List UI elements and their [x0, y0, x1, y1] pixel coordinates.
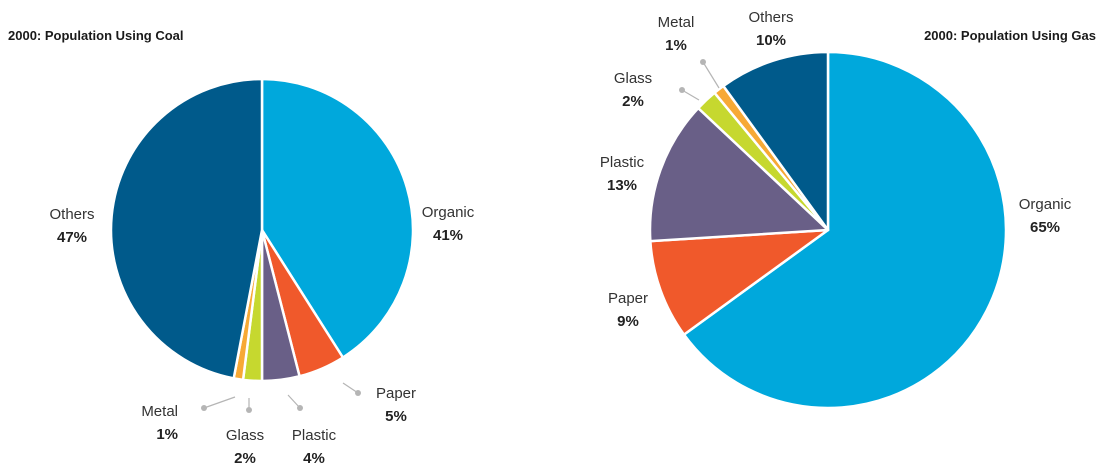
gas-label-glass: Glass	[614, 70, 652, 87]
coal-value-glass: 2%	[234, 450, 256, 467]
coal-value-metal: 1%	[156, 426, 178, 443]
gas-label-plastic: Plastic	[600, 154, 645, 171]
coal-label-glass: Glass	[226, 427, 264, 444]
gas-label-organic: Organic	[1019, 196, 1072, 213]
gas-chart-title: 2000: Population Using Gas	[924, 28, 1096, 43]
coal-leader-dot-paper	[355, 390, 361, 396]
gas-label-others: Others	[748, 9, 793, 26]
gas-slice-organic	[682, 50, 1008, 410]
coal-leader-dot-metal	[201, 405, 207, 411]
coal-leader-line-paper	[342, 382, 359, 394]
gas-leader-dot-glass	[679, 87, 685, 93]
gas-leader-line-glass	[681, 89, 700, 101]
gas-value-organic: 65%	[1030, 219, 1060, 236]
coal-label-plastic: Plastic	[292, 427, 337, 444]
coal-value-paper: 5%	[385, 408, 407, 425]
gas-leader-dot-metal	[700, 59, 706, 65]
gas-slice-others	[722, 50, 830, 232]
coal-value-organic: 41%	[433, 227, 463, 244]
gas-value-plastic: 13%	[607, 177, 637, 194]
coal-label-paper: Paper	[376, 385, 416, 402]
coal-label-organic: Organic	[422, 204, 475, 221]
coal-value-plastic: 4%	[303, 450, 325, 467]
coal-pie: Organic 41% Paper 5% Plastic 4% Glass 2% Metal 1%…	[49, 77, 475, 467]
gas-value-paper: 9%	[617, 313, 639, 330]
gas-value-metal: 1%	[665, 37, 687, 54]
coal-label-others: Others	[49, 206, 94, 223]
gas-pie: Organic 65% Paper 9% Plastic 13% Glass 2% Metal 1…	[600, 9, 1072, 410]
gas-slice-plastic	[648, 106, 830, 243]
gas-label-metal: Metal	[658, 14, 695, 31]
gas-value-others: 10%	[756, 32, 786, 49]
coal-slice-others	[109, 77, 264, 380]
coal-leader-dot-glass	[246, 407, 252, 413]
coal-label-metal: Metal	[141, 403, 178, 420]
gas-slice-paper	[649, 228, 830, 336]
coal-value-others: 47%	[57, 229, 87, 246]
coal-chart-title: 2000: Population Using Coal	[8, 28, 184, 43]
gas-label-paper: Paper	[608, 290, 648, 307]
coal-leader-line-metal	[203, 396, 236, 409]
coal-leader-dot-plastic	[297, 405, 303, 411]
gas-leader-line-metal	[702, 61, 720, 89]
gas-value-glass: 2%	[622, 93, 644, 110]
